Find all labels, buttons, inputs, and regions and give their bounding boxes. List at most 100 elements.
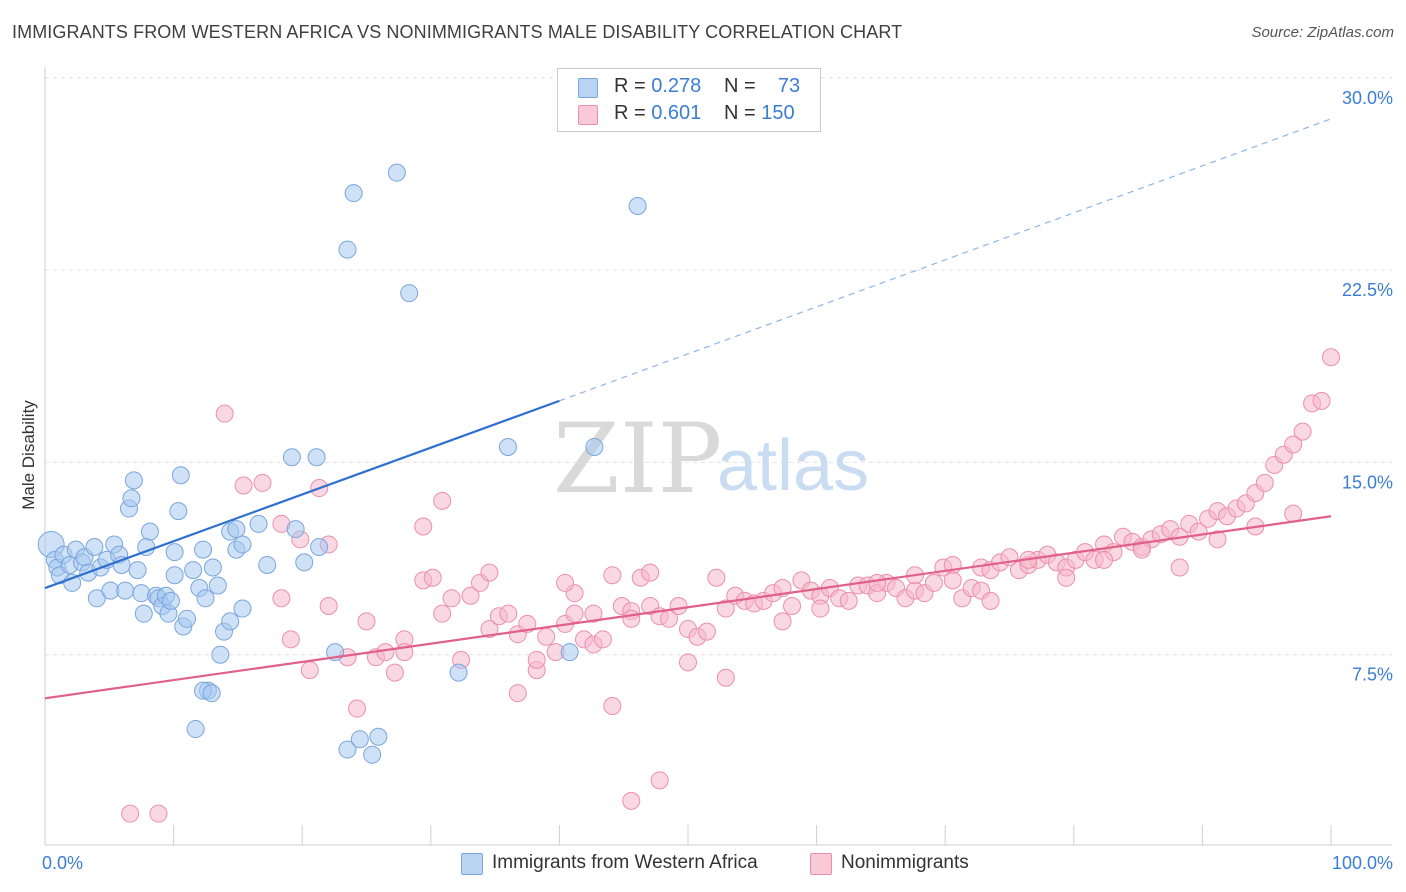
point-nonimmigrants	[480, 620, 499, 639]
point-western-africa	[363, 745, 382, 764]
point-nonimmigrants	[348, 699, 367, 718]
point-nonimmigrants	[215, 404, 234, 423]
point-western-africa	[233, 599, 252, 618]
point-nonimmigrants	[584, 604, 603, 623]
point-nonimmigrants	[357, 612, 376, 631]
point-western-africa	[116, 581, 135, 600]
point-nonimmigrants	[537, 627, 556, 646]
r-label: R =	[614, 102, 652, 124]
point-western-africa	[258, 555, 277, 574]
point-western-africa	[387, 163, 406, 182]
y-axis-title: Male Disability	[19, 400, 38, 510]
stats-swatch-nonimmigrants	[578, 105, 598, 125]
point-western-africa	[177, 609, 196, 628]
point-western-africa	[369, 727, 388, 746]
point-western-africa	[221, 612, 240, 631]
point-western-africa	[628, 197, 647, 215]
point-western-africa	[169, 502, 188, 521]
point-western-africa	[161, 591, 180, 610]
point-western-africa	[194, 540, 213, 559]
point-nonimmigrants	[981, 591, 1000, 610]
trend-line-nonimmigrants	[44, 515, 1332, 700]
point-nonimmigrants	[281, 630, 300, 649]
point-western-africa	[307, 448, 326, 467]
point-western-africa	[498, 438, 517, 457]
stats-n-western-africa: N = 73	[724, 75, 800, 98]
point-nonimmigrants	[414, 517, 433, 536]
point-nonimmigrants	[319, 596, 338, 615]
point-western-africa	[227, 520, 246, 539]
legend-swatch-western-africa	[461, 853, 483, 875]
point-western-africa	[295, 553, 314, 572]
point-western-africa	[203, 558, 222, 577]
r-label: R =	[614, 75, 652, 97]
point-nonimmigrants	[480, 563, 499, 582]
point-nonimmigrants	[1132, 540, 1151, 559]
point-nonimmigrants	[149, 804, 168, 823]
n-value: 73	[777, 75, 801, 97]
point-western-africa	[132, 584, 151, 603]
point-nonimmigrants	[234, 476, 253, 495]
point-nonimmigrants	[697, 622, 716, 641]
point-nonimmigrants	[376, 643, 395, 662]
y-tick-label: 30.0%	[1342, 88, 1393, 108]
point-nonimmigrants	[556, 573, 575, 592]
point-western-africa	[186, 720, 205, 739]
legend-label-western-africa: Immigrants from Western Africa	[492, 852, 758, 873]
point-nonimmigrants	[565, 604, 584, 623]
point-nonimmigrants	[783, 596, 802, 615]
point-nonimmigrants	[433, 491, 452, 510]
trend-line-western-africa	[44, 399, 560, 590]
point-nonimmigrants	[300, 661, 319, 680]
series-legend: Immigrants from Western Africa Nonimmigr…	[0, 850, 1406, 880]
r-value: 0.601	[651, 102, 702, 124]
point-western-africa	[400, 284, 419, 303]
point-western-africa	[350, 730, 369, 749]
watermark-atlas: atlas	[717, 426, 869, 506]
point-nonimmigrants	[603, 696, 622, 715]
point-nonimmigrants	[508, 684, 527, 703]
point-western-africa	[449, 663, 468, 682]
point-western-africa	[585, 438, 604, 457]
series-nonimmigrants-points	[121, 348, 1340, 823]
point-nonimmigrants	[868, 573, 887, 592]
point-nonimmigrants	[669, 596, 688, 615]
point-western-africa	[282, 448, 301, 467]
point-nonimmigrants	[839, 591, 858, 610]
point-western-africa	[124, 471, 143, 490]
point-nonimmigrants	[1095, 550, 1114, 569]
point-western-africa	[165, 566, 184, 585]
point-western-africa	[196, 589, 215, 608]
point-western-africa	[85, 538, 104, 557]
point-western-africa	[87, 589, 106, 608]
watermark-zip: ZIP	[553, 403, 722, 515]
point-western-africa	[310, 538, 329, 557]
point-nonimmigrants	[773, 612, 792, 631]
axes	[44, 67, 1392, 846]
point-nonimmigrants	[433, 604, 452, 623]
y-tick-label: 22.5%	[1342, 280, 1393, 300]
x-tick-label: 100.0%	[1332, 853, 1393, 873]
y-tick-labels: 7.5% 15.0% 22.5% 30.0%	[1342, 88, 1393, 685]
point-western-africa	[122, 489, 141, 508]
point-nonimmigrants	[811, 599, 830, 618]
point-western-africa	[249, 514, 268, 533]
point-nonimmigrants	[641, 563, 660, 582]
stats-r-western-africa: R = 0.278	[614, 75, 701, 98]
point-nonimmigrants	[385, 663, 404, 682]
point-western-africa	[140, 522, 159, 541]
point-nonimmigrants	[716, 599, 735, 618]
y-tick-label: 15.0%	[1342, 472, 1393, 492]
point-western-africa	[344, 184, 363, 203]
point-nonimmigrants	[253, 473, 272, 492]
point-western-africa	[338, 240, 357, 259]
stats-r-nonimmigrants: R = 0.601	[614, 102, 701, 125]
point-nonimmigrants	[716, 668, 735, 687]
point-nonimmigrants	[1057, 568, 1076, 587]
point-western-africa	[560, 643, 579, 662]
n-value: 150	[761, 102, 795, 124]
point-nonimmigrants	[1312, 391, 1331, 410]
trend-lines	[44, 118, 1332, 700]
x-tick-label: 0.0%	[42, 853, 83, 873]
